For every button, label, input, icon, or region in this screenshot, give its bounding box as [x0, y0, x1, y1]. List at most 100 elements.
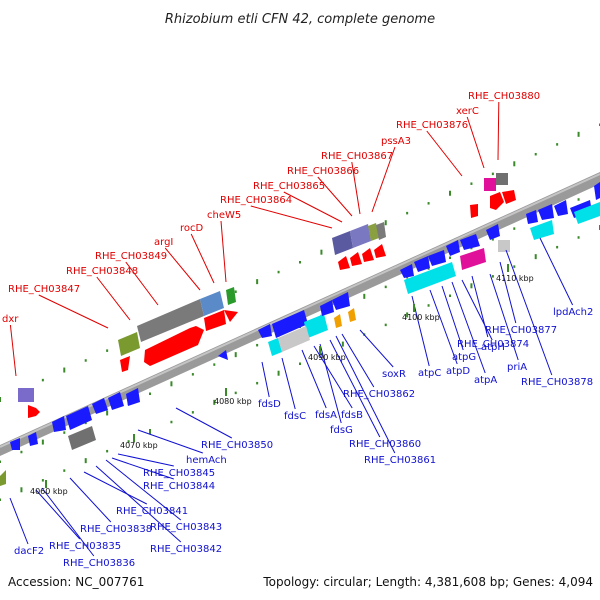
guide-dot — [256, 279, 259, 285]
guide-dot — [277, 270, 280, 274]
gene-label: rocD — [180, 223, 204, 234]
feature-box — [404, 262, 456, 294]
leader-line — [451, 281, 486, 374]
feature-box — [226, 287, 236, 305]
leader-line — [250, 205, 333, 229]
guide-dot — [41, 479, 44, 482]
leader-line — [489, 273, 519, 361]
tick-label: 4090 kbp — [308, 353, 346, 362]
guide-dot — [534, 152, 537, 156]
leader-line — [38, 294, 109, 329]
gene-label: fdsD — [258, 399, 281, 410]
guide-dot — [513, 161, 516, 167]
guide-dot — [0, 460, 1, 463]
feature-box — [498, 240, 510, 252]
leader-line — [341, 333, 375, 388]
leader-line — [441, 285, 464, 351]
guide-dot — [556, 245, 559, 249]
feature-arrow — [332, 292, 350, 310]
guide-dot — [256, 381, 259, 385]
reverse-features — [0, 182, 600, 486]
feature-arrow — [126, 388, 140, 406]
guide-dot — [213, 363, 216, 366]
feature-box — [332, 231, 353, 255]
feature-box — [118, 332, 140, 356]
topology-text: Topology: circular; Length: 4,381,608 bp… — [262, 575, 593, 589]
gene-label: RHE_CH03842 — [150, 544, 222, 555]
gene-label: RHE_CH03847 — [8, 284, 80, 295]
guide-dot — [106, 449, 109, 453]
feature-box — [496, 173, 508, 185]
leader-line — [351, 161, 361, 215]
leader-line — [499, 261, 517, 324]
feature-box — [278, 326, 310, 352]
guide-dot — [299, 261, 301, 264]
leader-line — [220, 220, 227, 283]
gene-label: RHE_CH03848 — [66, 266, 138, 277]
tick-label: 4110 kbp — [496, 274, 534, 283]
guide-dot — [406, 312, 409, 318]
guide-dot — [513, 265, 516, 268]
leader-line — [96, 276, 131, 321]
gene-label: RHE_CH03835 — [49, 541, 121, 552]
guide-dot — [491, 275, 494, 278]
leader-line — [9, 497, 29, 545]
leader-line — [461, 279, 493, 341]
guide-dot — [63, 431, 66, 434]
guide-dot — [470, 283, 473, 289]
gene-label: RHE_CH03838 — [80, 524, 152, 535]
feature-box — [137, 299, 204, 342]
gene-label: fdsB — [341, 410, 363, 421]
gene-label: fdsA — [315, 410, 337, 421]
guide-dot — [213, 399, 216, 405]
feature-arrow — [446, 240, 460, 256]
gene-label: soxR — [382, 369, 406, 380]
guide-dot — [0, 498, 1, 501]
guide-dot — [84, 421, 87, 425]
tick-label: 4060 kbp — [30, 487, 68, 496]
leader-line — [95, 465, 182, 543]
gene-label: atpD — [446, 366, 470, 377]
feature-box — [200, 291, 224, 316]
guide-dot — [149, 392, 151, 395]
gene-label: lpdAch2 — [553, 307, 593, 318]
leader-line — [335, 335, 396, 454]
guide-dot — [41, 439, 44, 445]
leader-line — [261, 361, 270, 398]
feature-box — [574, 202, 600, 224]
guide-dot — [406, 211, 409, 215]
feature-arrow — [486, 224, 500, 240]
guide-dot — [363, 293, 366, 299]
leader-line — [429, 289, 458, 365]
feature-arrow — [350, 252, 362, 266]
guide-dot — [256, 343, 259, 347]
gene-label: RHE_CH03861 — [364, 455, 436, 466]
feature-box — [268, 338, 282, 356]
leader-line — [371, 146, 396, 213]
feature-arrow — [374, 244, 386, 258]
feature-arrow — [66, 406, 92, 430]
guide-dot — [513, 227, 516, 230]
leader-line — [359, 329, 394, 368]
accession-text: Accession: NC_007761 — [8, 575, 144, 589]
feature-box — [350, 224, 371, 248]
feature-arrow — [362, 248, 374, 262]
guide-dot — [341, 341, 344, 347]
guide-dot — [234, 391, 237, 395]
gene-label: cheW5 — [207, 210, 241, 221]
feature-arrow — [526, 210, 538, 224]
guide-dot — [20, 450, 23, 454]
gene-label: atpH — [481, 342, 505, 353]
tick-label: 4080 kbp — [214, 397, 252, 406]
feature-arrow — [538, 204, 554, 220]
feature-arrow — [470, 204, 478, 218]
feature-box — [304, 314, 328, 338]
guide-dot — [84, 458, 87, 464]
guide-dot — [20, 487, 23, 493]
guide-dot — [0, 397, 1, 402]
feature-arrow — [334, 314, 342, 328]
gene-label: RHE_CH03862 — [343, 389, 415, 400]
leader-line — [69, 477, 112, 523]
guide-dot — [63, 367, 66, 373]
